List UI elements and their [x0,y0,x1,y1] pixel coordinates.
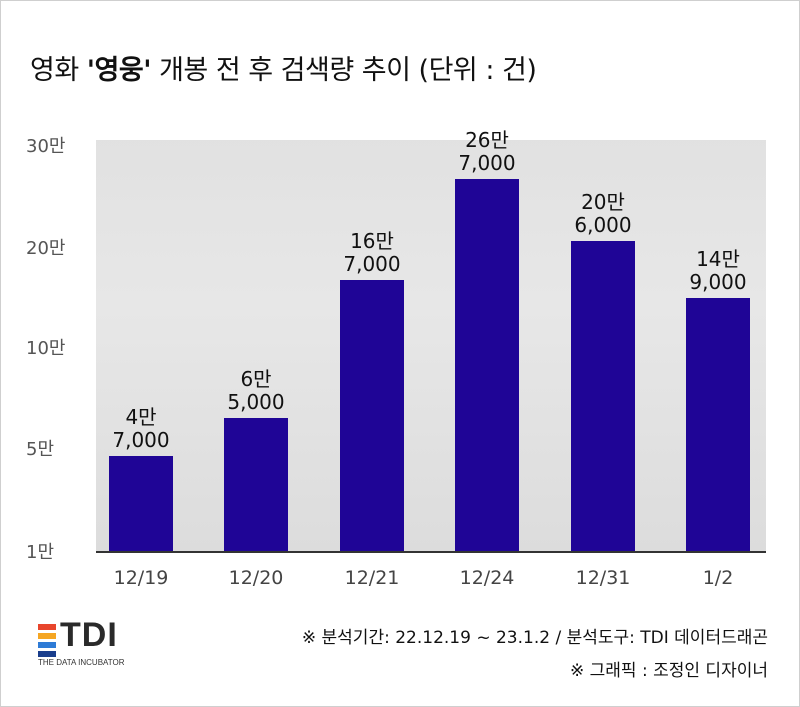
source-note: ※ 분석기간: 22.12.19 ~ 23.1.2 / 분석도구: TDI 데이… [301,628,768,648]
bar-value-label: 6만 5,000 [227,366,285,414]
bar-value-label: 26만 7,000 [458,127,516,175]
bar [455,178,519,551]
bar-value-label: 16만 7,000 [343,229,401,276]
bar [224,417,288,551]
y-tick-label: 10만 [26,338,66,359]
y-tick-label: 5만 [26,439,55,460]
bar [109,455,173,551]
logo-stripes-icon [38,624,56,660]
x-tick-label: 12/21 [344,567,400,589]
bar-value-label: 14만 9,000 [689,247,747,294]
poster-background-image [96,140,766,552]
bar [686,298,750,551]
x-tick-label: 12/31 [575,567,631,589]
graphic-credit: ※ 그래픽 : 조정인 디자이너 [570,661,768,681]
y-tick-label: 30만 [26,136,66,157]
logo-text: TDI [60,616,118,654]
x-tick-label: 12/19 [113,567,169,589]
bar-value-label: 4만 7,000 [112,404,170,452]
logo-subtitle: THE DATA INCUBATOR [38,658,125,667]
x-axis-line [96,551,766,553]
bar-value-label: 20만 6,000 [574,189,632,237]
bar [571,240,635,551]
y-tick-label: 20만 [26,238,66,259]
x-tick-label: 12/24 [459,567,515,589]
x-tick-label: 1/2 [702,567,734,589]
x-tick-label: 12/20 [228,567,284,589]
bar [340,280,404,551]
y-tick-label: 1만 [26,542,55,563]
chart-title: 영화 '영웅' 개봉 전 후 검색량 추이 (단위 : 건) [30,55,537,86]
